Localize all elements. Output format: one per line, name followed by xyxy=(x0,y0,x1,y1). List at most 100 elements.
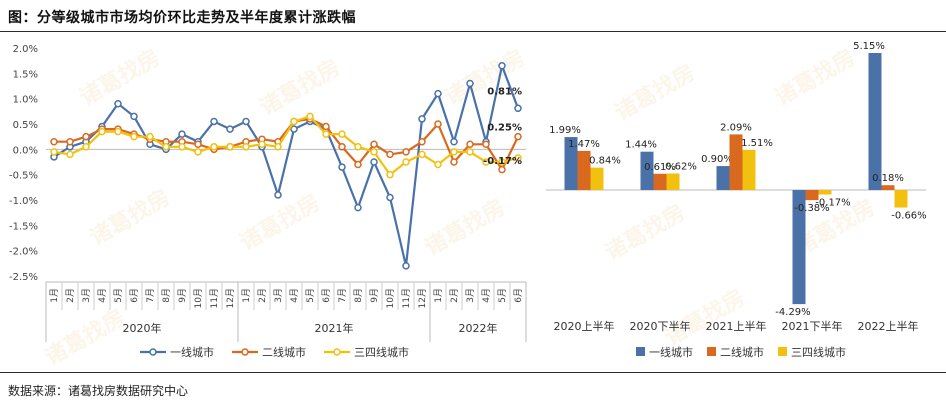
data-point xyxy=(434,120,442,128)
data-point xyxy=(514,132,522,141)
data-point xyxy=(402,158,410,166)
y-tick-label: 2.0% xyxy=(13,44,38,55)
bar-value-label: 0.90% xyxy=(701,154,733,165)
bar-value-label: -0.38% xyxy=(794,203,829,214)
data-point xyxy=(162,143,170,151)
data-point xyxy=(274,143,282,151)
y-tick-label: -1.5% xyxy=(9,221,38,232)
bar-value-label: 1.51% xyxy=(741,138,773,149)
x-month-label: 12月 xyxy=(417,288,428,308)
data-point xyxy=(402,262,410,270)
data-point xyxy=(370,140,378,149)
data-point xyxy=(354,160,362,169)
bar xyxy=(640,151,654,190)
legend-label: 一线城市 xyxy=(170,345,214,359)
data-point xyxy=(66,137,74,146)
bar xyxy=(564,137,578,190)
bar xyxy=(653,173,667,190)
legend-label: 二线城市 xyxy=(720,345,764,359)
data-point xyxy=(210,143,218,151)
data-point xyxy=(418,137,426,146)
data-point xyxy=(450,148,458,156)
data-point xyxy=(146,132,154,141)
data-point xyxy=(50,137,58,146)
category-label: 2022上半年 xyxy=(858,319,919,333)
x-month-label: 5月 xyxy=(497,288,508,303)
data-point xyxy=(418,150,426,159)
source-note: 数据来源：诸葛找房数据研究中心 xyxy=(8,384,189,398)
bar xyxy=(729,134,743,190)
data-point xyxy=(98,127,106,136)
data-point xyxy=(386,170,394,179)
data-point xyxy=(66,150,74,159)
data-point xyxy=(178,143,186,151)
data-point xyxy=(338,163,346,171)
bar-value-label: 5.15% xyxy=(853,41,885,52)
data-point xyxy=(114,127,122,136)
data-point xyxy=(386,150,394,159)
data-point xyxy=(466,148,474,156)
data-point xyxy=(82,143,90,151)
data-point xyxy=(226,143,234,151)
data-point xyxy=(338,130,346,138)
y-tick-label: 0.0% xyxy=(13,145,38,156)
data-point xyxy=(194,148,202,156)
legend-label: 二线城市 xyxy=(262,345,306,359)
bar-value-label: 1.47% xyxy=(568,139,600,150)
x-month-label: 11月 xyxy=(209,288,220,308)
bar-value-label: 0.61% xyxy=(644,162,676,173)
data-point xyxy=(418,115,426,123)
legend-swatch xyxy=(707,347,716,356)
x-month-label: 6月 xyxy=(513,288,524,303)
top-rule xyxy=(0,31,946,32)
bar-value-label: 0.62% xyxy=(665,162,697,173)
bar-value-label: 1.44% xyxy=(625,140,657,151)
data-point xyxy=(450,158,458,166)
x-month-label: 2月 xyxy=(449,288,460,303)
data-point xyxy=(322,130,330,138)
x-month-label: 2月 xyxy=(257,288,268,303)
data-point xyxy=(178,130,186,138)
end-value-label: 0.81% xyxy=(487,86,522,97)
bar-value-label: 1.99% xyxy=(549,125,581,136)
data-point xyxy=(130,112,138,121)
data-point xyxy=(354,143,362,151)
data-point xyxy=(370,158,378,166)
data-point xyxy=(210,117,218,126)
legend-label: 三四线城市 xyxy=(354,345,409,359)
year-label: 2022年 xyxy=(459,321,498,335)
bar xyxy=(742,149,756,190)
end-value-label: -0.17% xyxy=(483,156,522,167)
y-tick-label: -0.5% xyxy=(9,171,38,182)
bottom-rule xyxy=(0,372,946,373)
y-tick-label: 1.0% xyxy=(13,95,38,106)
data-point xyxy=(386,193,394,202)
data-point xyxy=(514,154,522,162)
x-month-label: 6月 xyxy=(129,288,140,303)
data-point xyxy=(434,160,442,169)
data-point xyxy=(498,165,506,174)
data-point xyxy=(514,104,522,113)
data-point xyxy=(242,143,250,151)
legend-marker xyxy=(149,348,157,356)
bar xyxy=(805,190,819,201)
data-point xyxy=(82,132,90,141)
bar xyxy=(868,53,882,191)
bar-value-label: 0.18% xyxy=(872,173,904,184)
x-month-label: 12月 xyxy=(225,288,236,308)
x-month-label: 3月 xyxy=(465,288,476,303)
data-point xyxy=(498,158,506,166)
x-month-label: 1月 xyxy=(433,288,444,303)
data-point xyxy=(466,79,474,88)
data-point xyxy=(306,112,314,121)
x-month-label: 5月 xyxy=(305,288,316,303)
bar xyxy=(590,167,604,190)
data-point xyxy=(498,61,506,70)
y-tick-label: -2.5% xyxy=(9,272,38,283)
x-month-label: 8月 xyxy=(161,288,172,303)
data-point xyxy=(482,140,490,149)
data-point xyxy=(434,89,442,98)
x-month-label: 9月 xyxy=(369,288,380,303)
data-point xyxy=(194,140,202,149)
